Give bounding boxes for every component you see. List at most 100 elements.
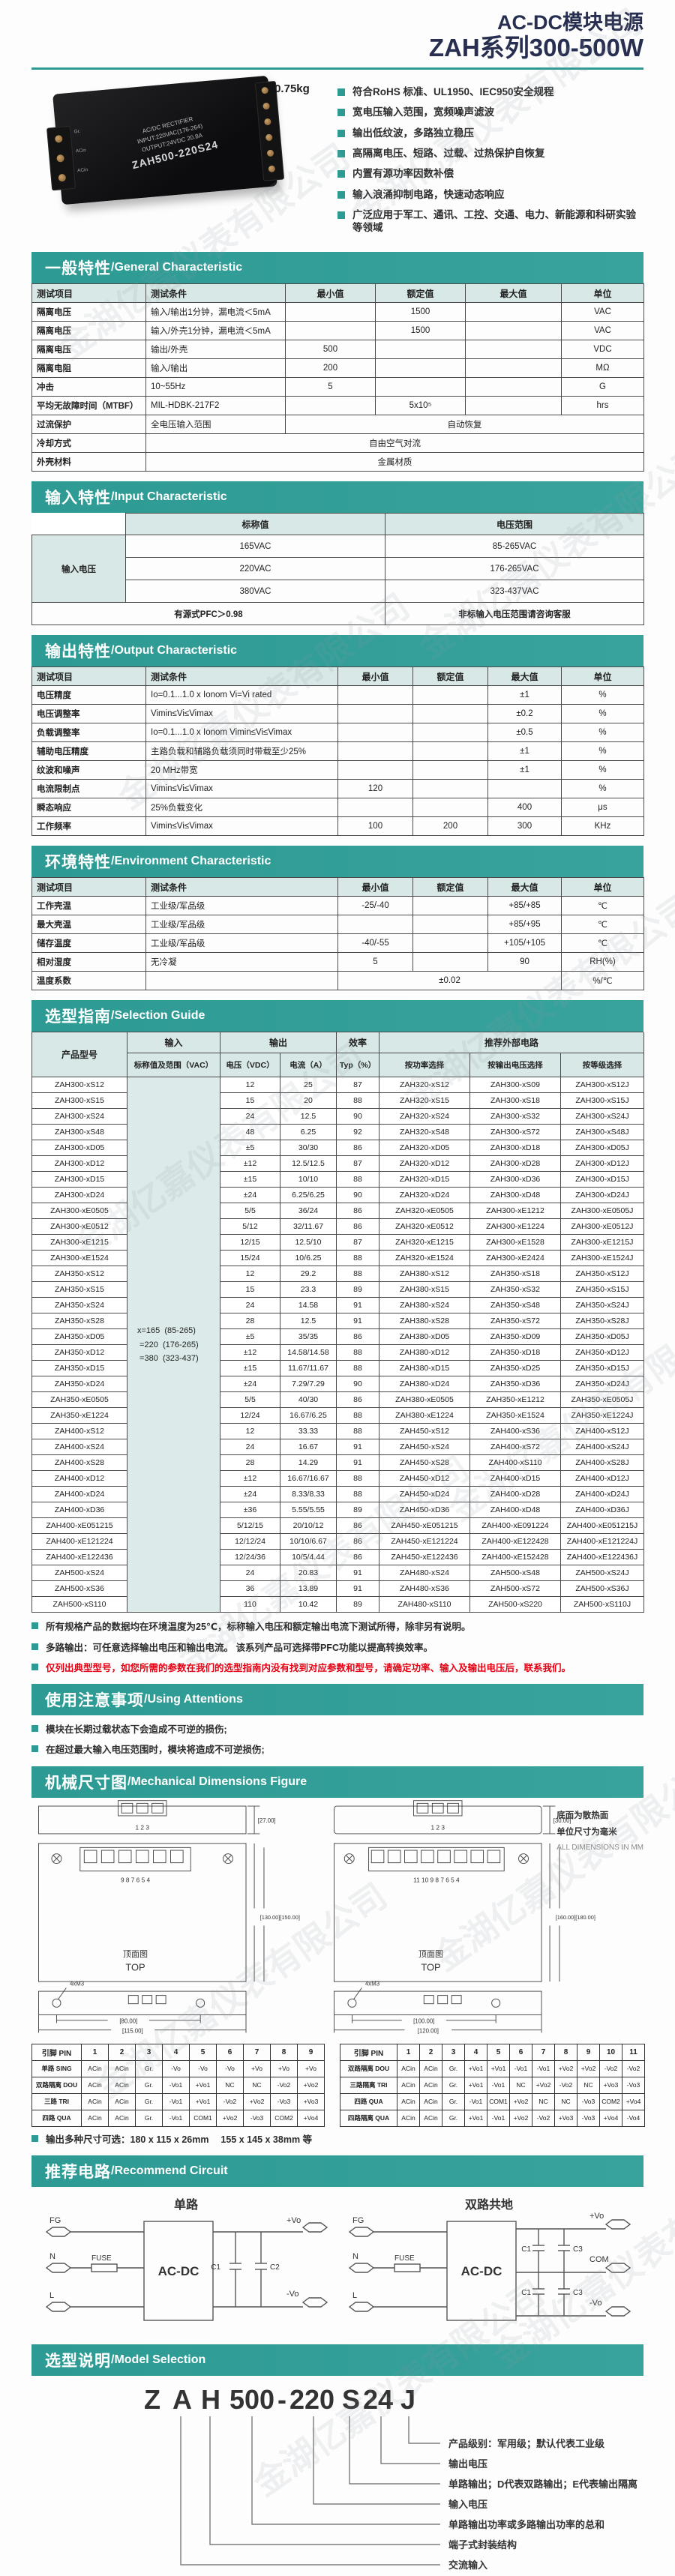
mechanical-figures: 1 2 3 [27.00] 9 8 7 6 5 4 顶面图 TOP [130.0… xyxy=(32,1798,644,2036)
pin-cell: +Vo2 xyxy=(510,2093,532,2110)
by-grade-cell: ZAH400-xD36J xyxy=(561,1502,644,1519)
pin-cell: Gr. xyxy=(136,2093,163,2110)
code-part: - xyxy=(278,2384,286,2415)
pin-cell: +Vo2 xyxy=(532,2077,555,2094)
feature-item: 输入浪涌抑制电路，快速动态响应 xyxy=(338,189,644,202)
general-table: 测试项目 测试条件 最小值 额定值 最大值 单位 隔离电压 输入/输出1分钟，漏电流＜5mA… xyxy=(32,283,644,472)
current-cell: 30/30 xyxy=(280,1140,337,1157)
by-voltage-cell: ZAH300-xS32 xyxy=(470,1109,561,1125)
by-power-cell: ZAH450-xS12 xyxy=(380,1424,470,1440)
current-cell: 12.5/12.5 xyxy=(280,1156,337,1173)
by-power-cell: ZAH380-xE1224 xyxy=(380,1408,470,1424)
by-power-cell: ZAH380-xS12 xyxy=(380,1266,470,1283)
module-image: Gr. ACin ACin AC/DC RECTIFIER INPUT:220V… xyxy=(46,75,285,205)
by-power-cell: ZAH320-xD15 xyxy=(380,1172,470,1188)
voltage-cell: ±24 xyxy=(220,1376,280,1393)
current-cell: 7.29/7.29 xyxy=(280,1376,337,1393)
group-header-external: 推荐外部电路 xyxy=(380,1032,644,1054)
bullet-square-icon xyxy=(32,1725,38,1733)
acdc-box-label: AC-DC xyxy=(158,2264,200,2278)
height-dimension: [30.00] xyxy=(554,1817,572,1824)
voltage-cell: 5/5 xyxy=(220,1203,280,1220)
model-cell: ZAH300-xS12 xyxy=(32,1077,128,1094)
pin-cell: -Vo1 xyxy=(163,2077,190,2094)
nvo-label: -Vo xyxy=(590,2299,602,2308)
pin-cell: NC xyxy=(532,2093,555,2110)
current-cell: 20 xyxy=(280,1093,337,1110)
screw-label: 4xM3 xyxy=(365,1980,380,1987)
efficiency-cell: 88 xyxy=(337,1471,380,1487)
fg-terminal-label: FG xyxy=(50,2216,61,2225)
pin-cell: -Vo xyxy=(163,2060,190,2077)
current-cell: 14.58/14.58 xyxy=(280,1345,337,1361)
pin-cell: -Vo3 xyxy=(271,2093,298,2110)
pin-row-label: 四路 QUA xyxy=(340,2093,398,2110)
pin-cell: -Vo3 xyxy=(578,2110,600,2127)
voltage-cell: ±24 xyxy=(220,1188,280,1204)
model-cell: ZAH350-xS15 xyxy=(32,1282,128,1298)
pin-cell: +Vo2 xyxy=(555,2060,578,2077)
model-cell: ZAH350-xD15 xyxy=(32,1361,128,1377)
by-voltage-cell: ZAH350-xS18 xyxy=(470,1266,561,1283)
pin-row-label: 三路隔离 TRI xyxy=(340,2077,398,2094)
by-voltage-cell: ZAH400-xD28 xyxy=(470,1487,561,1503)
model-cell: ZAH400-xD36 xyxy=(32,1502,128,1519)
pin-cell: -Vo1 xyxy=(488,2077,510,2094)
by-power-cell: ZAH380-xE0505 xyxy=(380,1392,470,1409)
by-voltage-cell: ZAH500-xS48 xyxy=(470,1565,561,1582)
model-cell: ZAH400-xE121224 xyxy=(32,1534,128,1550)
table-row: 工作壳温 工业级/军品级 -25/-40 +85/+85 ℃ xyxy=(32,896,644,916)
pin-cell: -Vo3 xyxy=(622,2077,645,2094)
efficiency-cell: 86 xyxy=(337,1392,380,1409)
by-grade-cell: ZAH350-xD05J xyxy=(561,1329,644,1346)
pin-cell: -Vo1 xyxy=(532,2060,555,2077)
pin-header-cell: 6 xyxy=(217,2044,244,2061)
efficiency-cell: 91 xyxy=(337,1313,380,1330)
pin-cell: COM1 xyxy=(190,2110,217,2127)
column-header: 产品型号 xyxy=(32,1032,128,1078)
by-voltage-cell: ZAH350-xD18 xyxy=(470,1345,561,1361)
pin-cell: -Vo3 xyxy=(244,2110,271,2127)
section-bar-model: 选型说明/Model Selection xyxy=(32,2344,644,2376)
c3-label: C3 xyxy=(573,2289,583,2297)
voltage-cell: 24 xyxy=(220,1439,280,1456)
efficiency-cell: 86 xyxy=(337,1550,380,1566)
table-row: 温度系数 ±0.02 %/℃ xyxy=(32,971,644,991)
by-grade-cell: ZAH400-xD24J xyxy=(561,1487,644,1503)
circuit-diagram-single: FG N FUSE L AC-DC C1 C2 +Vo -Vo xyxy=(45,2216,328,2321)
code-explanation: 交流输入 xyxy=(448,2560,488,2571)
current-cell: 29.2 xyxy=(280,1266,337,1283)
section-bar-general: 一般特性/General Characteristic xyxy=(32,252,644,284)
by-voltage-cell: ZAH400-xD48 xyxy=(470,1502,561,1519)
bullet-square-icon xyxy=(32,1622,38,1630)
pin-cell: +Vo2 xyxy=(244,2093,271,2110)
current-cell: 10.42 xyxy=(280,1597,337,1613)
by-voltage-cell: ZAH400-xS110 xyxy=(470,1455,561,1472)
pin-cell: -Vo1 xyxy=(488,2110,510,2127)
voltage-cell: 5/12/15 xyxy=(220,1518,280,1535)
bottom-dimension-2: [115.00] xyxy=(122,2027,143,2034)
pin-header-cell: 1 xyxy=(398,2044,420,2061)
model-cell: ZAH500-xS24 xyxy=(32,1565,128,1582)
by-power-cell: ZAH480-xS24 xyxy=(380,1565,470,1582)
pin-cell: +Vo xyxy=(298,2060,325,2077)
circuit-section: 单路 FG N FUSE xyxy=(32,2190,644,2335)
table-row: 隔离电阻 输入/输出 200 MΩ xyxy=(32,358,644,379)
by-voltage-cell: ZAH350-xE1524 xyxy=(470,1408,561,1424)
pin-cell: ACin xyxy=(82,2060,109,2077)
pin-cell: -Vo3 xyxy=(578,2093,600,2110)
efficiency-cell: 89 xyxy=(337,1282,380,1298)
by-power-cell: ZAH450-xD12 xyxy=(380,1471,470,1487)
table-header-row: 测试项目 测试条件 最小值 额定值 最大值 单位 xyxy=(32,666,644,687)
efficiency-cell: 87 xyxy=(337,1156,380,1173)
bullet-square-icon xyxy=(338,170,345,178)
table-row: 相对湿度 无冷凝 5 90 RH(%) xyxy=(32,952,644,972)
pin-cell: +Vo1 xyxy=(465,2060,488,2077)
current-cell: 5.55/5.55 xyxy=(280,1502,337,1519)
bottom-dimension-1: [100.00] xyxy=(413,2017,434,2024)
by-power-cell: ZAH320-xE1215 xyxy=(380,1235,470,1251)
model-cell: ZAH400-xD12 xyxy=(32,1471,128,1487)
code-part: 220 xyxy=(290,2384,334,2415)
model-cell: ZAH350-xD12 xyxy=(32,1345,128,1361)
current-cell: 14.58 xyxy=(280,1298,337,1314)
